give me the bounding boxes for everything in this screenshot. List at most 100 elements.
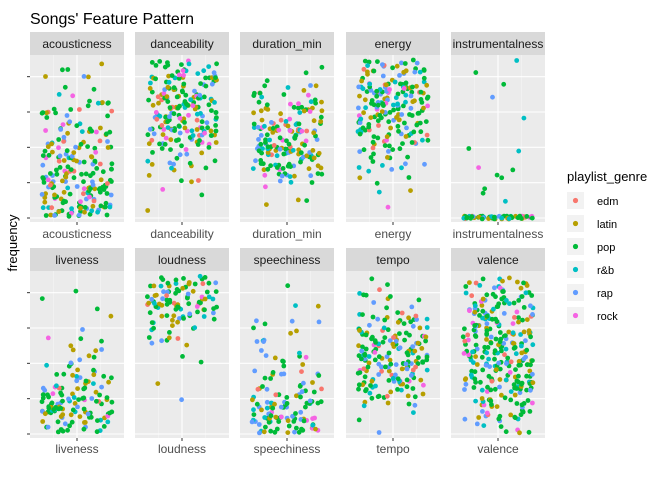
data-point bbox=[412, 98, 417, 104]
facet-points bbox=[39, 288, 115, 435]
data-point bbox=[91, 198, 97, 204]
data-point bbox=[277, 135, 283, 141]
data-point bbox=[385, 327, 391, 333]
facet-strip bbox=[135, 32, 229, 55]
facet-strip-label: danceability bbox=[150, 37, 213, 51]
data-point bbox=[188, 97, 194, 103]
data-point bbox=[524, 373, 529, 379]
data-point bbox=[491, 306, 496, 312]
data-point bbox=[200, 281, 206, 287]
data-point bbox=[382, 335, 388, 340]
data-point bbox=[514, 378, 520, 384]
legend: playlist_genre edm latin pop r&b rap rock bbox=[567, 169, 647, 324]
data-point bbox=[507, 275, 512, 281]
data-point bbox=[109, 399, 115, 405]
data-point bbox=[290, 147, 296, 153]
data-point bbox=[511, 300, 517, 306]
data-point bbox=[146, 141, 152, 147]
data-point bbox=[254, 401, 260, 407]
data-point bbox=[157, 141, 162, 147]
data-point bbox=[39, 192, 45, 197]
data-point bbox=[524, 347, 530, 353]
data-point bbox=[477, 283, 483, 288]
data-point bbox=[298, 394, 303, 400]
data-point bbox=[151, 283, 157, 289]
data-point bbox=[365, 364, 371, 370]
data-point bbox=[65, 67, 71, 72]
data-point bbox=[149, 137, 155, 143]
data-point bbox=[530, 371, 535, 377]
data-point bbox=[390, 65, 395, 71]
data-point bbox=[360, 125, 366, 131]
data-point bbox=[514, 58, 520, 63]
data-point bbox=[478, 379, 483, 385]
data-point bbox=[361, 110, 366, 116]
data-point bbox=[356, 165, 362, 170]
data-point bbox=[368, 155, 374, 160]
chart-title: Songs' Feature Pattern bbox=[30, 11, 194, 28]
data-point bbox=[530, 400, 535, 406]
data-point bbox=[479, 387, 485, 393]
data-point bbox=[303, 138, 309, 144]
data-point bbox=[473, 398, 478, 404]
data-point bbox=[294, 393, 299, 399]
data-point bbox=[480, 367, 486, 373]
data-point bbox=[95, 418, 100, 423]
data-point bbox=[162, 141, 168, 147]
legend-item: edm bbox=[567, 192, 618, 209]
data-point bbox=[251, 93, 257, 98]
data-point bbox=[511, 382, 517, 388]
data-point bbox=[362, 351, 367, 357]
data-point bbox=[492, 285, 497, 291]
data-point bbox=[185, 102, 191, 108]
data-point bbox=[318, 114, 324, 120]
data-point bbox=[380, 62, 385, 67]
facet-x-label: loudness bbox=[158, 442, 206, 456]
facet-strip-label: tempo bbox=[376, 253, 410, 267]
data-point bbox=[90, 179, 95, 185]
data-point bbox=[424, 132, 430, 138]
data-point bbox=[256, 137, 261, 142]
data-point bbox=[495, 304, 501, 309]
data-point bbox=[54, 167, 59, 173]
data-point bbox=[257, 90, 263, 96]
data-point bbox=[398, 81, 403, 87]
data-point bbox=[88, 186, 93, 191]
data-point bbox=[369, 98, 375, 103]
data-point bbox=[175, 319, 181, 325]
data-point bbox=[263, 184, 268, 190]
data-point bbox=[288, 101, 293, 107]
data-point bbox=[109, 161, 115, 167]
data-point bbox=[283, 119, 289, 124]
facet-strip bbox=[135, 248, 229, 271]
data-point bbox=[307, 109, 313, 114]
data-point bbox=[264, 399, 270, 405]
data-point bbox=[61, 189, 67, 195]
data-point bbox=[61, 134, 67, 140]
data-point bbox=[174, 94, 180, 100]
data-point bbox=[421, 67, 427, 72]
data-point bbox=[58, 126, 64, 132]
data-point bbox=[504, 361, 509, 366]
facet-panels: acousticnessacousticnessdanceabilitydanc… bbox=[27, 32, 545, 456]
data-point bbox=[508, 359, 514, 365]
data-point bbox=[402, 337, 407, 343]
data-point bbox=[484, 410, 490, 416]
data-point bbox=[70, 347, 76, 353]
data-point bbox=[60, 178, 65, 184]
data-point bbox=[497, 413, 503, 419]
data-point bbox=[41, 180, 47, 185]
data-point bbox=[415, 361, 421, 367]
facet-speechiness: speechiness speechiness bbox=[240, 248, 334, 456]
data-point bbox=[405, 393, 411, 399]
data-point bbox=[265, 150, 271, 156]
data-point bbox=[153, 63, 159, 68]
data-point bbox=[381, 325, 387, 331]
data-point bbox=[471, 385, 477, 390]
data-point bbox=[521, 115, 527, 121]
data-point bbox=[96, 186, 102, 192]
data-point bbox=[513, 367, 518, 372]
data-point bbox=[85, 103, 91, 109]
data-point bbox=[387, 110, 393, 115]
data-point bbox=[190, 103, 196, 109]
